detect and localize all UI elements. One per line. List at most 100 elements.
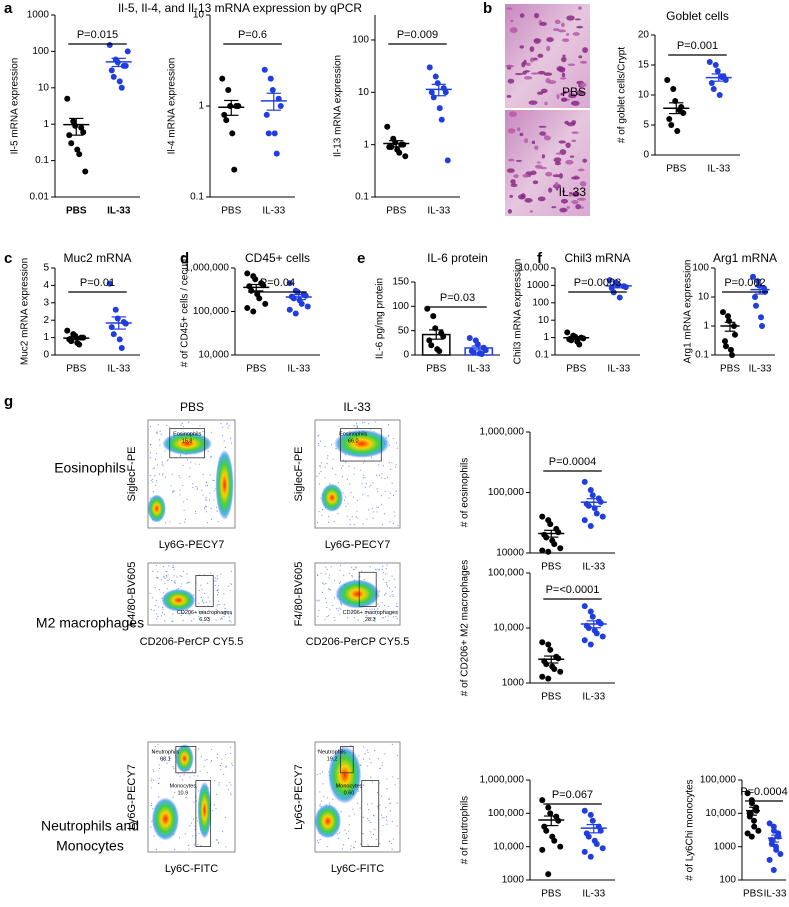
- stain-blob: [537, 196, 546, 202]
- y-tick-label: 100,000: [700, 775, 737, 786]
- event-dot: [384, 490, 386, 493]
- event-dot: [217, 521, 219, 523]
- event-dot: [374, 617, 376, 619]
- data-point: [710, 86, 717, 92]
- stain-blob: [576, 25, 584, 29]
- event-dot: [340, 467, 343, 469]
- stain-blob: [509, 194, 514, 198]
- event-dot: [389, 595, 391, 597]
- data-point: [444, 157, 451, 164]
- density-cluster: [147, 494, 166, 523]
- event-dot: [371, 507, 374, 509]
- event-dot: [386, 788, 388, 790]
- density-cluster: [175, 744, 194, 773]
- stain-blob: [513, 174, 519, 179]
- stain-blob: [579, 82, 587, 88]
- event-dot: [368, 618, 370, 620]
- event-dot: [337, 481, 340, 484]
- event-dot: [382, 617, 384, 619]
- event-dot: [166, 571, 168, 573]
- data-point: [262, 300, 269, 307]
- event-dot: [318, 472, 321, 475]
- event-dot: [161, 760, 164, 762]
- event-dot: [154, 587, 156, 589]
- flow-x-label: Ly6C-FITC: [331, 863, 384, 875]
- event-dot: [169, 756, 171, 758]
- stain-blob: [539, 166, 547, 170]
- event-dot: [182, 501, 184, 503]
- event-dot: [346, 478, 348, 480]
- event-dot: [353, 424, 355, 427]
- x-tick-label: PBS: [66, 206, 87, 217]
- event-dot: [189, 467, 191, 469]
- event-dot: [151, 787, 153, 789]
- event-dot: [166, 762, 168, 765]
- data-point: [545, 548, 552, 555]
- x-tick-label: PBS: [566, 364, 586, 375]
- stain-blob: [571, 131, 579, 134]
- event-dot: [150, 479, 152, 481]
- event-dot: [367, 611, 369, 613]
- event-dot: [389, 521, 391, 523]
- stain-blob: [568, 89, 573, 95]
- stain-blob: [525, 62, 531, 66]
- data-point: [106, 280, 113, 287]
- event-dot: [160, 433, 162, 435]
- event-dot: [223, 440, 225, 442]
- stain-blob: [556, 93, 560, 100]
- event-dot: [153, 467, 155, 469]
- p-value: P=0.067: [552, 789, 593, 801]
- event-dot: [370, 484, 372, 486]
- error-bar: [586, 823, 601, 834]
- event-dot: [198, 602, 200, 605]
- data-point: [777, 851, 784, 858]
- event-dot: [168, 578, 171, 580]
- stain-blob: [517, 127, 521, 132]
- x-tick-label: PBS: [246, 364, 266, 375]
- event-dot: [215, 808, 217, 810]
- event-dot: [196, 820, 198, 822]
- event-dot: [393, 611, 395, 613]
- event-dot: [186, 573, 188, 575]
- data-point: [766, 820, 773, 827]
- data-point: [589, 492, 596, 499]
- data-point: [712, 62, 719, 68]
- density-cluster: [197, 781, 212, 839]
- data-point: [545, 641, 552, 648]
- event-dot: [217, 591, 220, 594]
- event-dot: [379, 767, 381, 770]
- stain-blob: [561, 190, 566, 193]
- event-dot: [222, 830, 224, 832]
- event-dot: [373, 611, 376, 613]
- error-bar: [111, 57, 126, 68]
- event-dot: [331, 468, 334, 470]
- event-dot: [391, 743, 393, 746]
- gate-name: Neutrophils: [151, 749, 179, 755]
- event-dot: [374, 568, 377, 570]
- event-dot: [198, 463, 200, 465]
- event-dot: [229, 589, 231, 592]
- data-point: [108, 67, 115, 74]
- event-dot: [397, 606, 399, 608]
- event-dot: [177, 773, 180, 775]
- event-dot: [230, 442, 232, 444]
- event-dot: [167, 565, 170, 567]
- event-dot: [154, 458, 157, 460]
- event-dot: [206, 485, 209, 487]
- event-dot: [159, 589, 161, 591]
- event-dot: [162, 473, 164, 475]
- event-dot: [372, 814, 374, 816]
- event-dot: [216, 589, 218, 591]
- density-cluster: [162, 432, 213, 455]
- event-dot: [362, 833, 364, 835]
- data-point: [593, 841, 600, 848]
- event-dot: [356, 510, 358, 512]
- data-point: [478, 351, 485, 358]
- data-point: [219, 75, 226, 82]
- gate: [195, 575, 214, 607]
- event-dot: [397, 777, 399, 780]
- data-point: [70, 118, 77, 125]
- event-dot: [328, 515, 330, 517]
- event-dot: [387, 605, 389, 608]
- data-point: [116, 78, 123, 85]
